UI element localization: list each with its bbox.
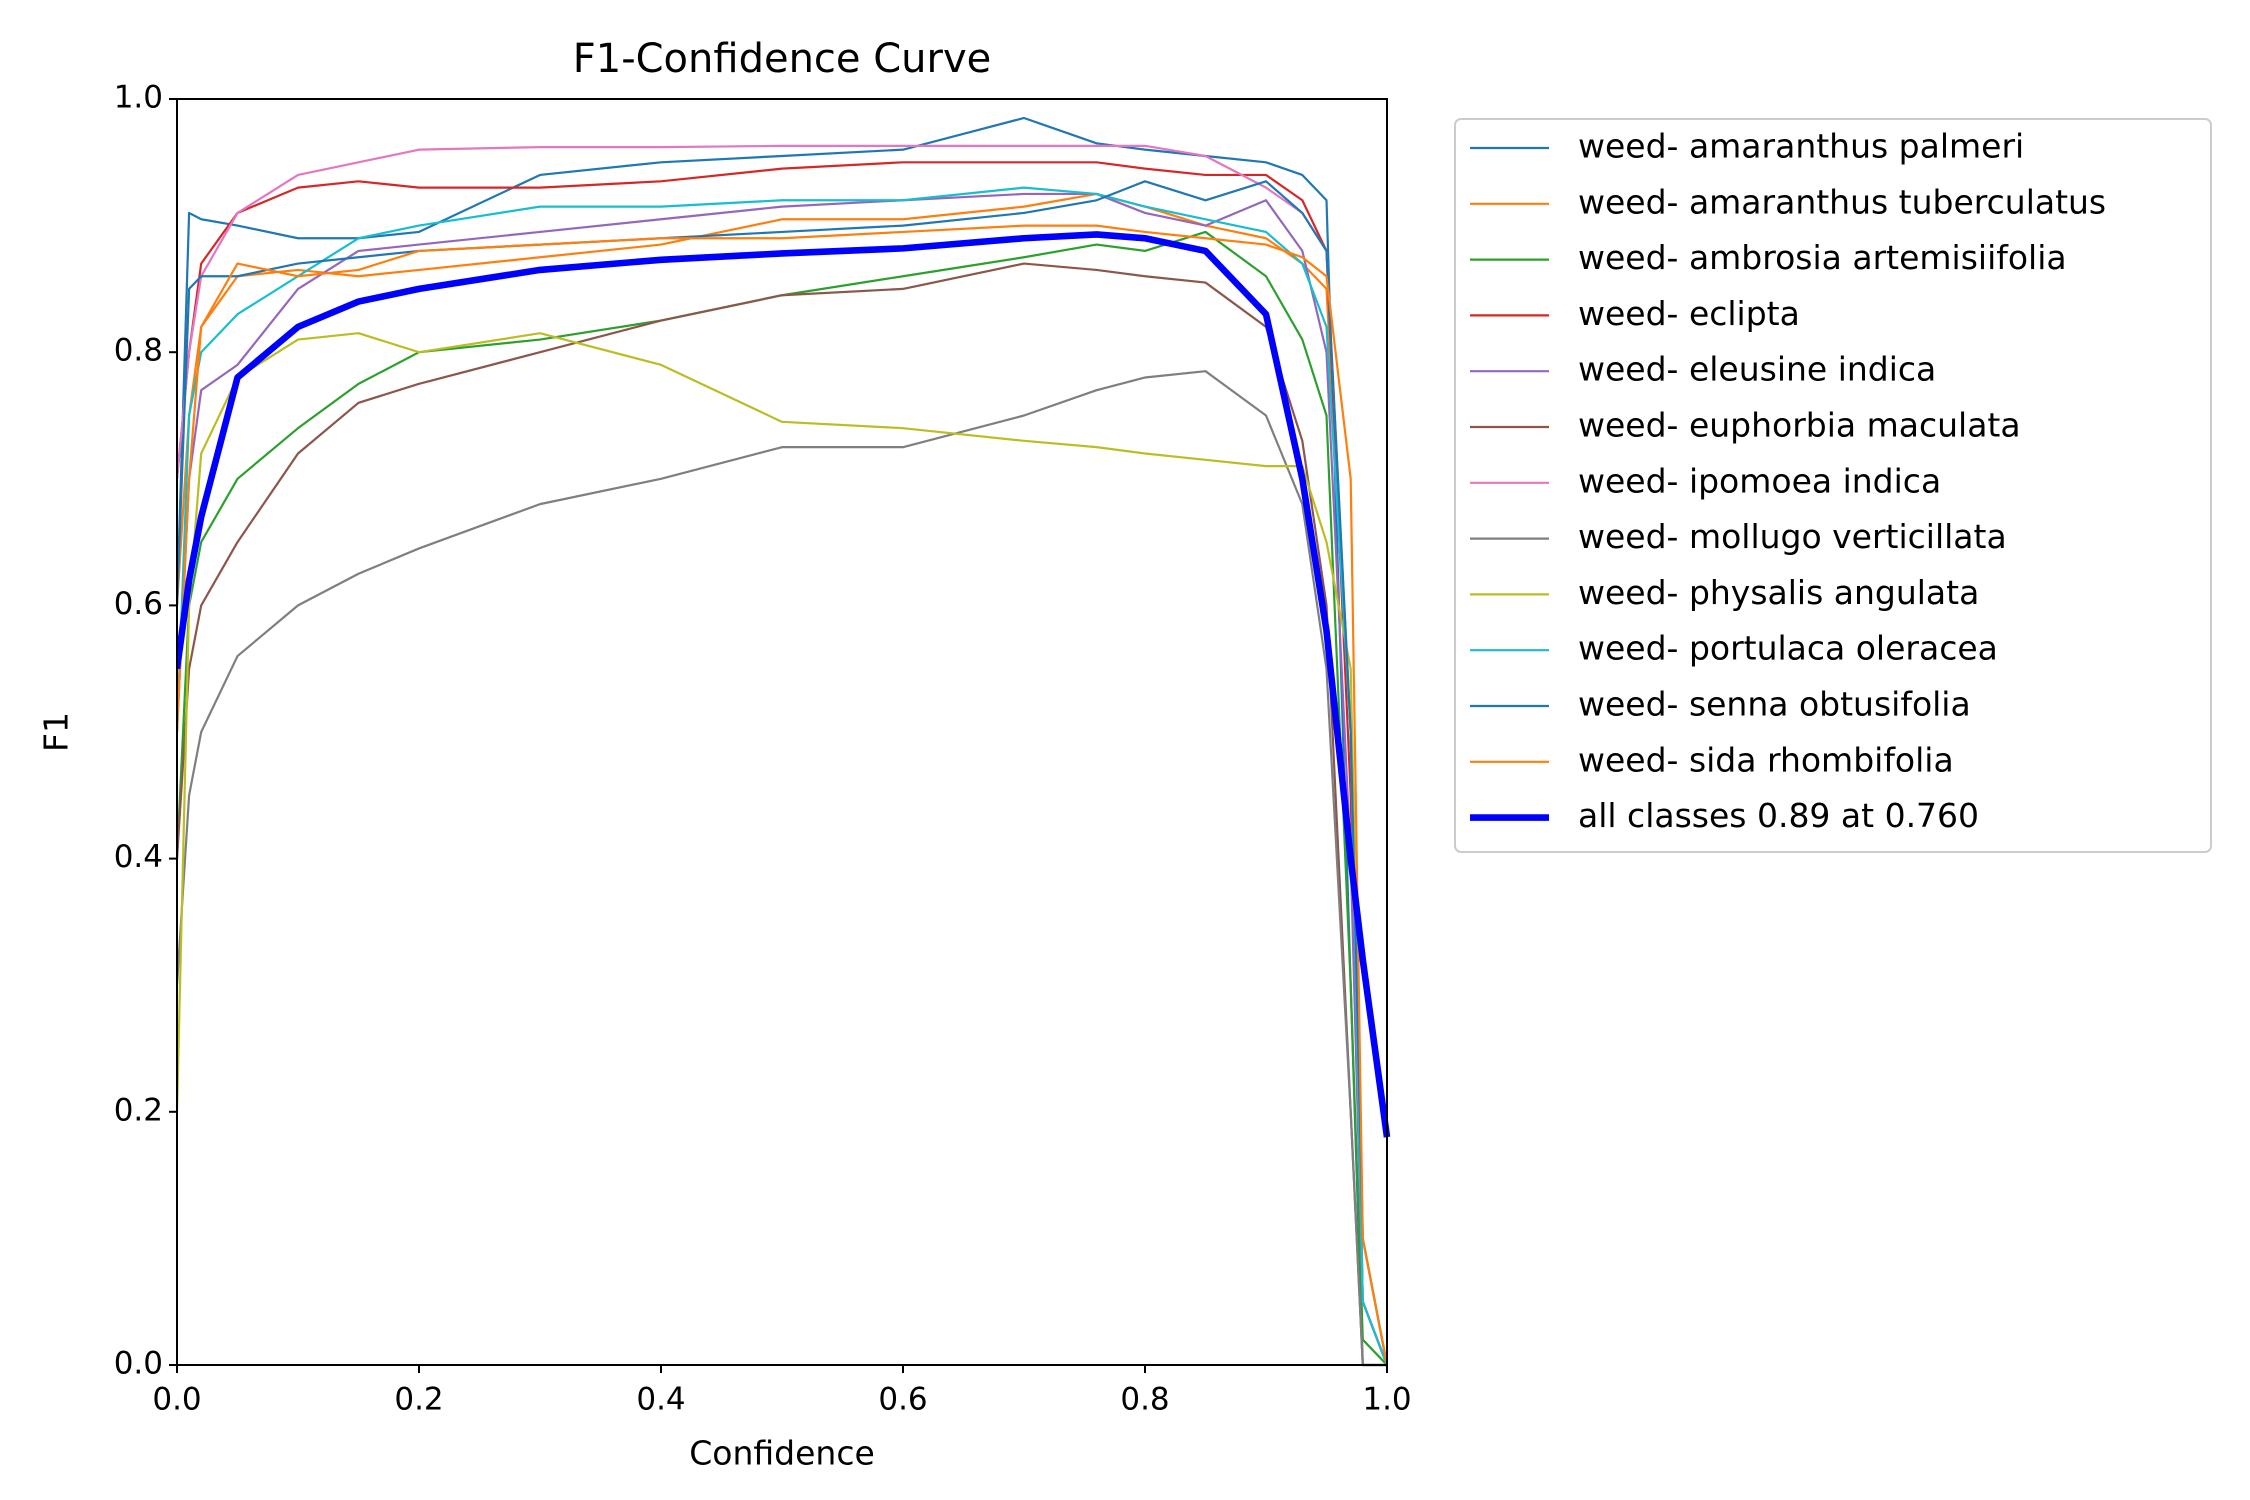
legend-label: weed- portulaca oleracea — [1578, 629, 1998, 668]
series-line — [177, 161, 1389, 1366]
legend-label: weed- eleusine indica — [1578, 350, 1936, 389]
x-tick-label: 0.2 — [394, 1382, 443, 1418]
legend-label: weed- senna obtusifolia — [1578, 685, 1971, 724]
x-tick-label: 0.0 — [152, 1382, 201, 1418]
x-tick-label: 1.0 — [1362, 1382, 1411, 1418]
legend-label: weed- physalis angulata — [1578, 573, 1979, 612]
legend-label: weed- ipomoea indica — [1578, 461, 1941, 500]
series-line — [177, 186, 1389, 1366]
series-line — [177, 231, 1391, 1138]
series-line — [177, 116, 1387, 1367]
y-tick-label: 0.4 — [114, 839, 163, 875]
y-tick-label: 0.8 — [114, 333, 163, 369]
y-tick-label: 0.0 — [114, 1346, 163, 1382]
legend-label: weed- ambrosia artemisiifolia — [1578, 238, 2067, 277]
y-tick-label: 0.2 — [114, 1092, 163, 1128]
y-axis-label: F1 — [37, 712, 76, 752]
legend-label: weed- amaranthus palmeri — [1578, 127, 2024, 166]
legend-label: weed- eclipta — [1578, 294, 1800, 333]
x-tick-label: 0.8 — [1120, 1382, 1169, 1418]
y-tick-label: 0.6 — [114, 586, 163, 622]
legend-label: weed- euphorbia maculata — [1578, 406, 2021, 445]
legend-label: weed- sida rhombifolia — [1578, 740, 1954, 779]
legend: weed- amaranthus palmeri weed- amaranthus… — [1470, 127, 2106, 835]
x-tick-label: 0.4 — [636, 1382, 685, 1418]
plot-area — [177, 116, 1391, 1367]
legend-box — [1454, 118, 2212, 853]
x-tick-label: 0.6 — [878, 1382, 927, 1418]
chart-title: F1-Confidence Curve — [573, 36, 992, 82]
series-line — [177, 230, 1388, 1366]
x-axis-label: Confidence — [689, 1434, 875, 1473]
axes-frame — [176, 98, 1388, 1366]
series-line — [177, 262, 1387, 1367]
legend-label: weed- mollugo verticillata — [1578, 517, 2007, 556]
legend-label: weed- amaranthus tuberculatus — [1578, 182, 2106, 221]
series-line — [177, 370, 1387, 1367]
series-line — [177, 192, 1389, 1366]
y-tick-label: 1.0 — [114, 80, 163, 116]
series-line — [177, 180, 1389, 1366]
legend-label: all classes 0.89 at 0.760 — [1578, 796, 1979, 835]
series-line — [177, 224, 1389, 1366]
